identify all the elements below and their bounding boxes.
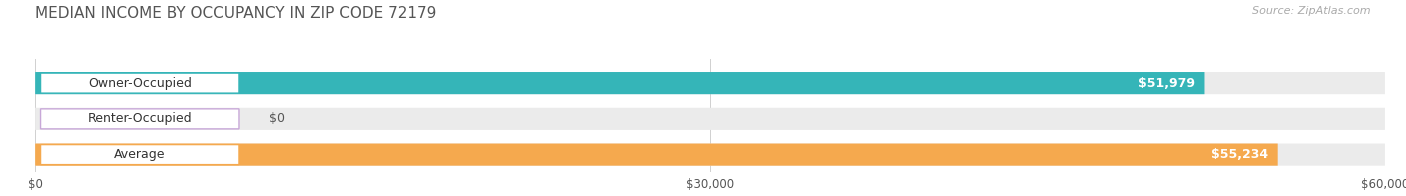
Text: Source: ZipAtlas.com: Source: ZipAtlas.com (1253, 6, 1371, 16)
Text: $55,234: $55,234 (1211, 148, 1268, 161)
FancyBboxPatch shape (41, 73, 239, 93)
FancyBboxPatch shape (35, 108, 1385, 130)
FancyBboxPatch shape (35, 72, 1205, 94)
Text: Renter-Occupied: Renter-Occupied (87, 112, 193, 125)
FancyBboxPatch shape (41, 145, 239, 165)
FancyBboxPatch shape (41, 109, 239, 129)
Text: Owner-Occupied: Owner-Occupied (87, 77, 191, 90)
Text: Average: Average (114, 148, 166, 161)
Text: MEDIAN INCOME BY OCCUPANCY IN ZIP CODE 72179: MEDIAN INCOME BY OCCUPANCY IN ZIP CODE 7… (35, 6, 436, 21)
Text: $0: $0 (269, 112, 284, 125)
FancyBboxPatch shape (35, 143, 1278, 166)
FancyBboxPatch shape (35, 72, 1385, 94)
FancyBboxPatch shape (35, 143, 1385, 166)
Text: $51,979: $51,979 (1137, 77, 1195, 90)
